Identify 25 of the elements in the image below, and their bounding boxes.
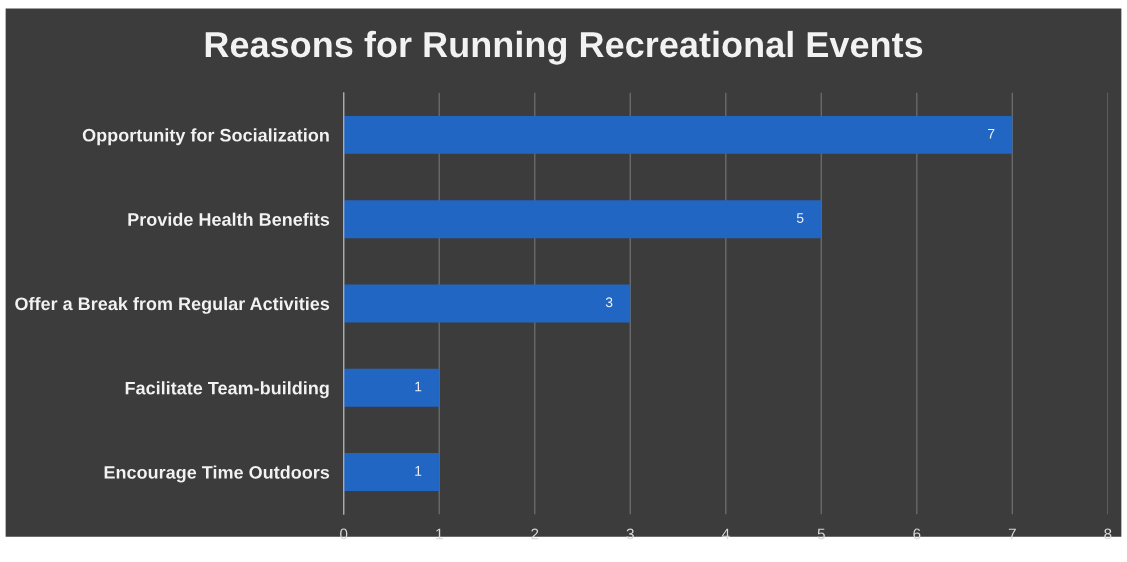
x-tick-label: 1	[436, 528, 443, 540]
y-tick-label: Offer a Break from Regular Activities	[15, 296, 330, 314]
data-label: 1	[415, 381, 422, 392]
bar	[343, 115, 1013, 154]
x-tick-label: 8	[1104, 528, 1112, 540]
bar	[343, 200, 822, 239]
bar	[343, 368, 440, 407]
data-label: 7	[988, 128, 995, 139]
chart-title: Reasons for Running Recreational Events	[205, 30, 923, 65]
x-tick-label: 2	[531, 528, 539, 540]
x-tick-label: 6	[913, 528, 921, 540]
y-tick-label: Encourage Time Outdoors	[104, 465, 330, 483]
x-tick-label: 5	[817, 528, 825, 540]
y-tick-label: Facilitate Team-building	[125, 381, 329, 399]
data-label: 3	[605, 297, 613, 308]
data-label: 1	[415, 466, 422, 476]
x-tick-label: 3	[626, 528, 634, 540]
bar	[343, 453, 440, 492]
x-tick-label: 7	[1008, 528, 1016, 540]
x-tick-label: 4	[721, 528, 730, 540]
y-tick-label: Opportunity for Socialization	[82, 128, 329, 146]
x-tick-label: 0	[340, 528, 348, 540]
data-label: 5	[796, 213, 804, 223]
bar	[343, 284, 631, 323]
y-tick-label: Provide Health Benefits	[128, 212, 330, 226]
